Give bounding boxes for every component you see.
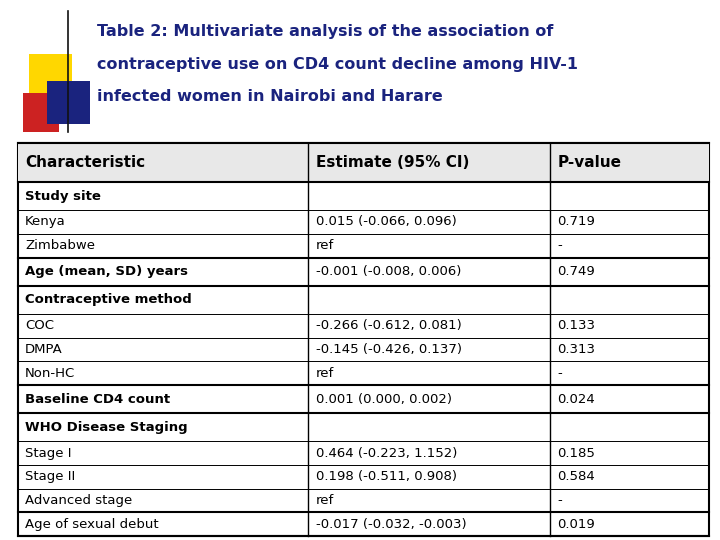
Text: -0.001 (-0.008, 0.006): -0.001 (-0.008, 0.006) — [315, 265, 461, 278]
Text: 0.584: 0.584 — [557, 470, 595, 483]
Text: -: - — [557, 367, 562, 380]
Text: P-value: P-value — [557, 155, 621, 170]
Text: Age (mean, SD) years: Age (mean, SD) years — [25, 265, 188, 278]
FancyBboxPatch shape — [18, 143, 709, 536]
Text: 0.719: 0.719 — [557, 215, 595, 228]
Text: WHO Disease Staging: WHO Disease Staging — [25, 421, 188, 434]
Text: ref: ref — [315, 367, 334, 380]
Text: ref: ref — [315, 494, 334, 507]
FancyBboxPatch shape — [23, 93, 59, 132]
Text: ref: ref — [315, 239, 334, 252]
Text: 0.198 (-0.511, 0.908): 0.198 (-0.511, 0.908) — [315, 470, 456, 483]
Text: Non-HC: Non-HC — [25, 367, 76, 380]
Text: Kenya: Kenya — [25, 215, 66, 228]
Text: 0.133: 0.133 — [557, 319, 595, 332]
Text: -0.145 (-0.426, 0.137): -0.145 (-0.426, 0.137) — [315, 343, 462, 356]
Text: -: - — [557, 494, 562, 507]
FancyBboxPatch shape — [29, 54, 72, 97]
Text: Age of sexual debut: Age of sexual debut — [25, 518, 159, 531]
Text: -0.266 (-0.612, 0.081): -0.266 (-0.612, 0.081) — [315, 319, 462, 332]
FancyBboxPatch shape — [47, 81, 90, 124]
Text: Baseline CD4 count: Baseline CD4 count — [25, 393, 171, 406]
Text: contraceptive use on CD4 count decline among HIV-1: contraceptive use on CD4 count decline a… — [97, 57, 578, 72]
Text: Table 2: Multivariate analysis of the association of: Table 2: Multivariate analysis of the as… — [97, 24, 554, 39]
Text: Advanced stage: Advanced stage — [25, 494, 132, 507]
Text: DMPA: DMPA — [25, 343, 63, 356]
Text: Contraceptive method: Contraceptive method — [25, 293, 192, 306]
Text: 0.024: 0.024 — [557, 393, 595, 406]
Text: infected women in Nairobi and Harare: infected women in Nairobi and Harare — [97, 89, 443, 104]
Text: Estimate (95% CI): Estimate (95% CI) — [315, 155, 469, 170]
Text: 0.464 (-0.223, 1.152): 0.464 (-0.223, 1.152) — [315, 447, 457, 460]
Text: Study site: Study site — [25, 190, 101, 202]
Text: Stage I: Stage I — [25, 447, 72, 460]
Text: Zimbabwe: Zimbabwe — [25, 239, 95, 252]
Text: COC: COC — [25, 319, 54, 332]
Text: Stage II: Stage II — [25, 470, 76, 483]
Text: 0.749: 0.749 — [557, 265, 595, 278]
Text: Characteristic: Characteristic — [25, 155, 145, 170]
Text: -0.017 (-0.032, -0.003): -0.017 (-0.032, -0.003) — [315, 518, 466, 531]
Text: 0.015 (-0.066, 0.096): 0.015 (-0.066, 0.096) — [315, 215, 456, 228]
Text: 0.001 (0.000, 0.002): 0.001 (0.000, 0.002) — [315, 393, 451, 406]
Text: 0.313: 0.313 — [557, 343, 595, 356]
FancyBboxPatch shape — [18, 143, 709, 182]
Text: 0.019: 0.019 — [557, 518, 595, 531]
Text: -: - — [557, 239, 562, 252]
Text: 0.185: 0.185 — [557, 447, 595, 460]
